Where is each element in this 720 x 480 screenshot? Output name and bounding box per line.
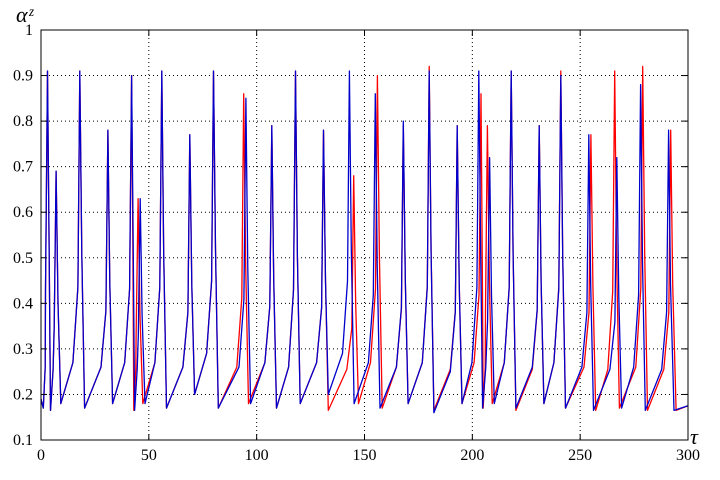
y-axis-title: αᶻ	[16, 2, 35, 27]
y-tick-label: 0.6	[13, 204, 33, 221]
y-tick-label: 0.1	[13, 432, 33, 449]
y-tick-label: 0.2	[13, 386, 33, 403]
grid	[41, 30, 688, 440]
x-tick-label: 0	[37, 447, 45, 464]
x-tick-label: 200	[460, 447, 484, 464]
y-tick-label: 0.5	[13, 250, 33, 267]
x-axis-title: τ	[690, 424, 699, 449]
y-tick-label: 0.7	[13, 159, 33, 176]
series-line-blue	[40, 70, 689, 414]
y-tick-label: 0.3	[13, 341, 33, 358]
y-tick-label: 0.9	[13, 68, 33, 85]
y-tick-label: 1	[25, 22, 33, 39]
x-tick-label: 150	[353, 447, 377, 464]
y-tick-label: 0.8	[13, 113, 33, 130]
x-tick-label: 50	[141, 447, 157, 464]
x-tick-label: 250	[568, 447, 592, 464]
plot-area	[40, 65, 689, 414]
y-tick-label: 0.4	[13, 295, 33, 312]
x-tick-label: 100	[245, 447, 269, 464]
x-tick-label: 300	[676, 447, 700, 464]
axis-ticks: 0 50 100 150 200 250 300 0.1 0.2 0.3 0.4 0.5 0.6 0.7 0…	[13, 22, 700, 464]
